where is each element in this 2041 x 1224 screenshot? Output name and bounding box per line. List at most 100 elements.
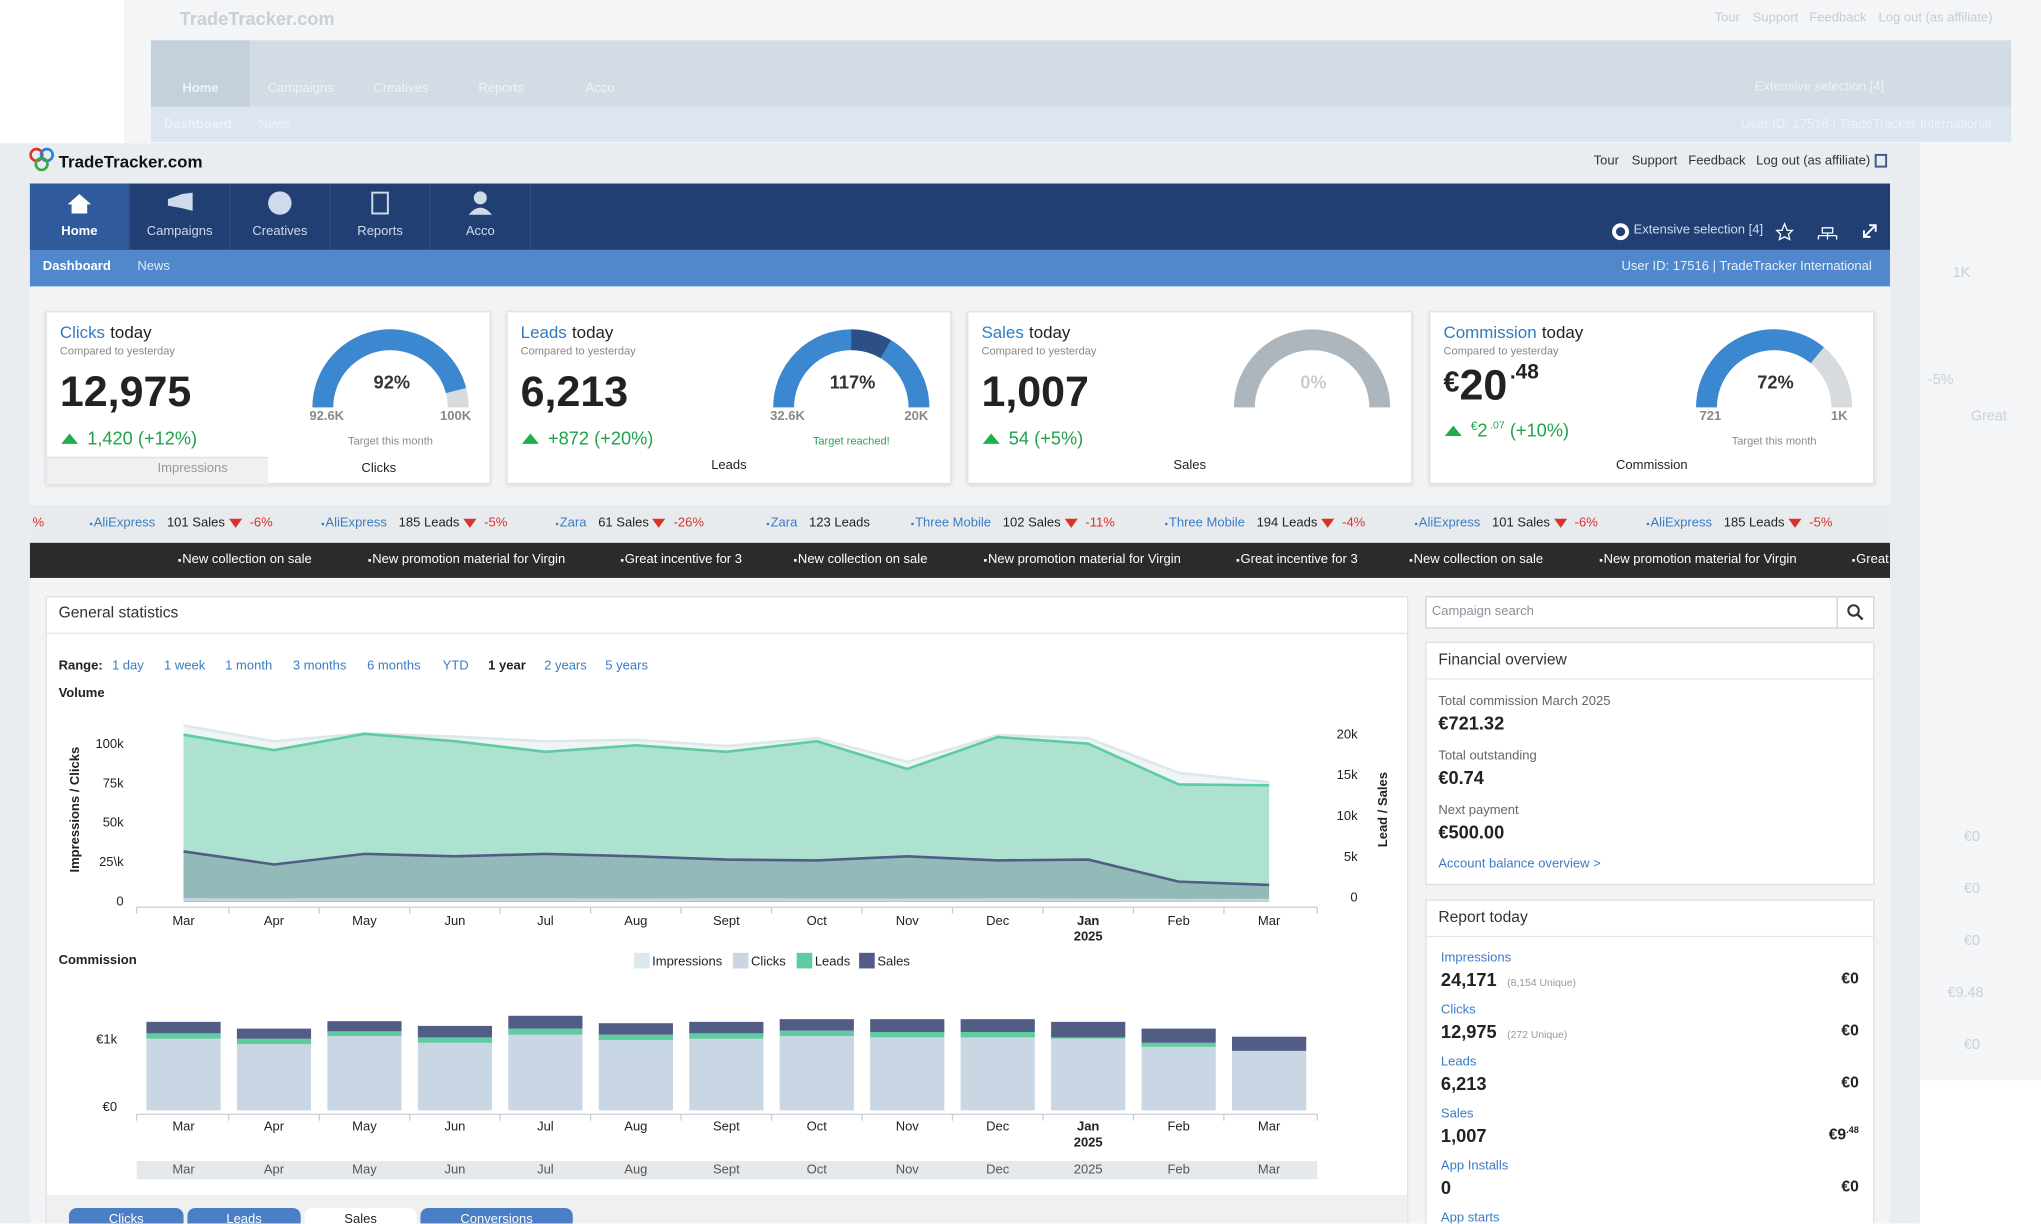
news-text[interactable]: New promotion material for Virgin [372, 552, 566, 567]
news-item: New collection on sale [1409, 552, 1544, 567]
financial-link[interactable]: Account balance overview > [1438, 857, 1601, 872]
range-option[interactable]: 1 year [488, 659, 526, 674]
bullet [178, 558, 181, 562]
bg-nav-item: Acco [585, 81, 615, 96]
range-option[interactable]: 5 years [605, 659, 648, 674]
financial-label: Total commission March 2025 [1438, 694, 1611, 709]
ticker-brand[interactable]: AliExpress [1650, 516, 1713, 531]
ticker-brand[interactable]: AliExpress [93, 516, 156, 531]
navigator [136, 1161, 1318, 1180]
news-item: New promotion material for Virgin [984, 553, 1181, 567]
news-item: Great incentive for 3 [1236, 552, 1358, 567]
range-option[interactable]: 3 months [292, 659, 347, 674]
kpi-tab[interactable]: Clicks [361, 461, 397, 476]
down-arrow [1321, 518, 1335, 528]
report-amount-main: €0 [1841, 1073, 1859, 1092]
news-text[interactable]: New collection on sale [797, 552, 928, 567]
gauge-label: 92% [373, 371, 411, 393]
bullet [984, 558, 987, 562]
report-unique: (8,154 Unique) [1507, 976, 1576, 989]
report-amount: €0 [1841, 968, 1859, 988]
tab-label[interactable]: Clicks [108, 1212, 144, 1224]
down-arrow [228, 518, 242, 528]
range-option[interactable]: 6 months [367, 659, 421, 674]
nav-item[interactable]: Acco [465, 224, 495, 239]
report-label[interactable]: Impressions [1440, 950, 1512, 966]
ticker-brand[interactable]: AliExpress [1418, 516, 1481, 531]
report-amount-main: €0 [1841, 968, 1859, 988]
kpi-title: Sales today [981, 323, 1070, 343]
ticker-brand[interactable]: Three Mobile [915, 516, 992, 531]
news-text[interactable]: Great [1856, 552, 1889, 567]
tab-label[interactable]: Leads [226, 1212, 262, 1224]
news-text[interactable]: New promotion material for Virgin [1603, 552, 1797, 567]
kpi-value-prefix: € [1443, 365, 1460, 399]
report-amount: €0 [1841, 1178, 1858, 1196]
range-option[interactable]: YTD [442, 659, 469, 674]
header-link[interactable]: Log out (as affiliate) [1756, 154, 1871, 169]
news-text[interactable]: New collection on sale [1413, 552, 1544, 567]
ticker-text: 185 Leads [1723, 516, 1785, 531]
nav-active-bg [29, 183, 129, 250]
ticker-brand[interactable]: Zara [770, 516, 798, 531]
kpi-footer: Leads [711, 458, 747, 474]
nav-item[interactable]: Reports [357, 224, 403, 239]
report-label[interactable]: Clicks [1440, 1002, 1476, 1018]
header-link[interactable]: Support [1631, 154, 1678, 169]
down-arrow [652, 518, 666, 528]
kpi-title-rest: today [110, 322, 152, 343]
bullet [911, 521, 914, 525]
kpi-tab[interactable]: Impressions [157, 461, 228, 476]
kpi-change: €2.07 (+10%) [1471, 420, 1569, 441]
range-option[interactable]: 2 years [544, 659, 587, 674]
selection[interactable]: Extensive selection [4] [1633, 223, 1764, 238]
ticker-brand[interactable]: AliExpress [325, 516, 387, 531]
nav-item[interactable]: Home [61, 224, 98, 239]
kpi-title-rest: today [571, 322, 614, 343]
subnav-item[interactable]: Dashboard [42, 259, 111, 274]
subnav-item[interactable]: News [137, 259, 170, 274]
ticker-change: -4% [1342, 516, 1366, 531]
nav-separator [429, 183, 431, 250]
ticker-text: 102 Sales [1002, 516, 1061, 531]
news-text[interactable]: Great incentive for 3 [1240, 552, 1358, 567]
ticker-text: 101 Sales [1492, 516, 1550, 531]
ticker-change: -6% [1574, 516, 1598, 531]
news-text[interactable]: Great incentive for 3 [624, 552, 743, 567]
financial-label: Total outstanding [1438, 749, 1537, 764]
ticker-brand[interactable]: Zara [559, 516, 587, 531]
bg-side [1919, 143, 2041, 1081]
kpi-subtitle: Compared to yesterday [59, 344, 175, 358]
nav-item[interactable]: Creatives [252, 224, 308, 239]
news-text[interactable]: New collection on sale [182, 552, 312, 567]
bullet [89, 521, 93, 525]
bg-nav-item: Home [182, 81, 219, 96]
bg-nav-active [150, 40, 250, 107]
bg-subnav-item: Dashboard [163, 117, 232, 133]
search-placeholder[interactable]: Campaign search [1431, 604, 1534, 619]
header-link[interactable]: Feedback [1688, 154, 1746, 169]
report-label[interactable]: Leads [1440, 1054, 1477, 1070]
panel-divider [1426, 678, 1874, 680]
kpi-value-main: 20 [1459, 360, 1508, 409]
bg-fragment: €0 [1964, 1037, 1980, 1053]
bullet [321, 521, 325, 525]
tab-label[interactable]: Conversions [460, 1212, 533, 1224]
report-amount: €0 [1841, 1073, 1859, 1092]
range-option[interactable]: 1 month [225, 659, 273, 674]
nav-item[interactable]: Campaigns [146, 224, 213, 239]
nav-separator [229, 183, 231, 250]
ticker-brand[interactable]: Three Mobile [1168, 516, 1245, 531]
kpi-change: 1,420 (+12%) [87, 427, 197, 449]
tab-label[interactable]: Sales [344, 1212, 377, 1224]
range-option[interactable]: 1 week [164, 659, 206, 674]
report-label[interactable]: App Installs [1440, 1159, 1509, 1174]
header-link[interactable]: Tour [1593, 154, 1619, 169]
news-text[interactable]: New promotion material for Virgin [987, 552, 1181, 567]
report-label[interactable]: App starts [1440, 1211, 1500, 1224]
panel-title: General statistics [58, 603, 179, 622]
report-label[interactable]: Sales [1440, 1107, 1474, 1122]
report-value-row: 0 [1441, 1177, 1451, 1198]
range-option[interactable]: 1 day [111, 659, 144, 674]
